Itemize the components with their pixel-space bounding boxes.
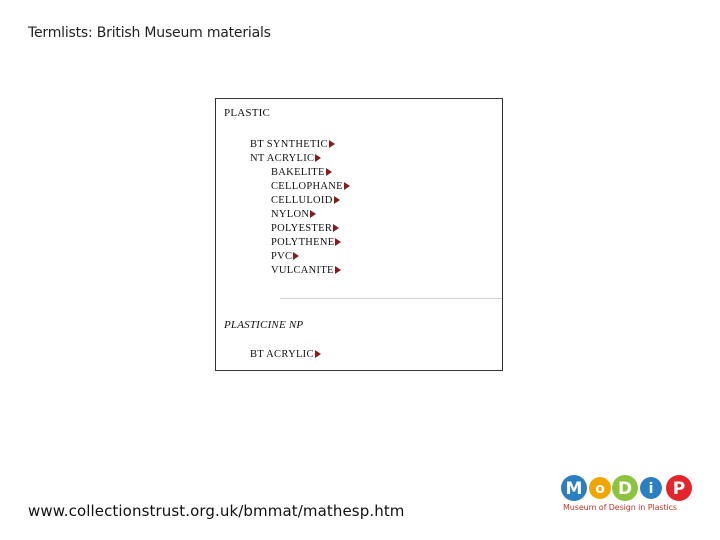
thesaurus-panel: PLASTIC BT SYNTHETIC NT ACRYLIC BAKELITE… bbox=[215, 98, 503, 371]
modip-logo: M o D i P Museum of Design in Plastics bbox=[560, 474, 700, 518]
term-label: NT ACRYLIC bbox=[250, 153, 315, 164]
logo-circle-p bbox=[666, 475, 692, 501]
logo-letter-p: P bbox=[673, 479, 685, 499]
logo-letter-o: o bbox=[595, 481, 605, 497]
arrow-icon bbox=[293, 252, 300, 260]
term-nt-acrylic[interactable]: NT ACRYLIC bbox=[250, 153, 322, 165]
term-nylon[interactable]: NYLON bbox=[271, 209, 317, 221]
arrow-icon bbox=[335, 238, 342, 246]
logo-tagline: Museum of Design in Plastics bbox=[563, 503, 677, 512]
heading-plastic: PLASTIC bbox=[224, 107, 271, 119]
term-cellophane[interactable]: CELLOPHANE bbox=[271, 181, 350, 193]
term-polyester[interactable]: POLYESTER bbox=[271, 223, 340, 235]
arrow-icon bbox=[310, 210, 317, 218]
term-label: CELLOPHANE bbox=[271, 181, 343, 192]
arrow-icon bbox=[333, 196, 340, 204]
arrow-icon bbox=[314, 350, 321, 358]
term-bt-synthetic[interactable]: BT SYNTHETIC bbox=[250, 139, 335, 151]
arrow-icon bbox=[334, 266, 341, 274]
arrow-icon bbox=[325, 168, 332, 176]
slide-title: Termlists: British Museum materials bbox=[28, 25, 271, 41]
term-polythene[interactable]: POLYTHENE bbox=[271, 237, 342, 249]
arrow-icon bbox=[315, 154, 322, 162]
logo-letter-d: D bbox=[618, 479, 632, 499]
term-label: VULCANITE bbox=[271, 265, 334, 276]
term-label: PVC bbox=[271, 251, 293, 262]
logo-circle-o bbox=[589, 477, 611, 499]
term-pvc[interactable]: PVC bbox=[271, 251, 300, 263]
arrow-icon bbox=[328, 140, 335, 148]
term-label: NYLON bbox=[271, 209, 310, 220]
logo-circle-d bbox=[612, 475, 638, 501]
logo-letter-m: M bbox=[566, 479, 583, 499]
modip-logo-mark: M o D i P bbox=[561, 475, 692, 501]
term-label: POLYESTER bbox=[271, 223, 333, 234]
section-divider bbox=[280, 298, 502, 299]
term-label: CELLULOID bbox=[271, 195, 333, 206]
arrow-icon bbox=[343, 182, 350, 190]
source-url: www.collectionstrust.org.uk/bmmat/mathes… bbox=[28, 502, 405, 520]
logo-circle-i bbox=[640, 477, 662, 499]
term-celluloid[interactable]: CELLULOID bbox=[271, 195, 340, 207]
logo-letter-i: i bbox=[649, 481, 654, 497]
term-label: BAKELITE bbox=[271, 167, 325, 178]
arrow-icon bbox=[333, 224, 340, 232]
term-vulcanite[interactable]: VULCANITE bbox=[271, 265, 341, 277]
term-label: BT SYNTHETIC bbox=[250, 139, 328, 150]
term-bakelite[interactable]: BAKELITE bbox=[271, 167, 332, 179]
heading-plasticine: PLASTICINE NP bbox=[224, 319, 304, 331]
term-label: BT ACRYLIC bbox=[250, 349, 314, 360]
logo-circle-m bbox=[561, 475, 587, 501]
term-label: POLYTHENE bbox=[271, 237, 335, 248]
term-bt-acrylic[interactable]: BT ACRYLIC bbox=[250, 349, 321, 361]
